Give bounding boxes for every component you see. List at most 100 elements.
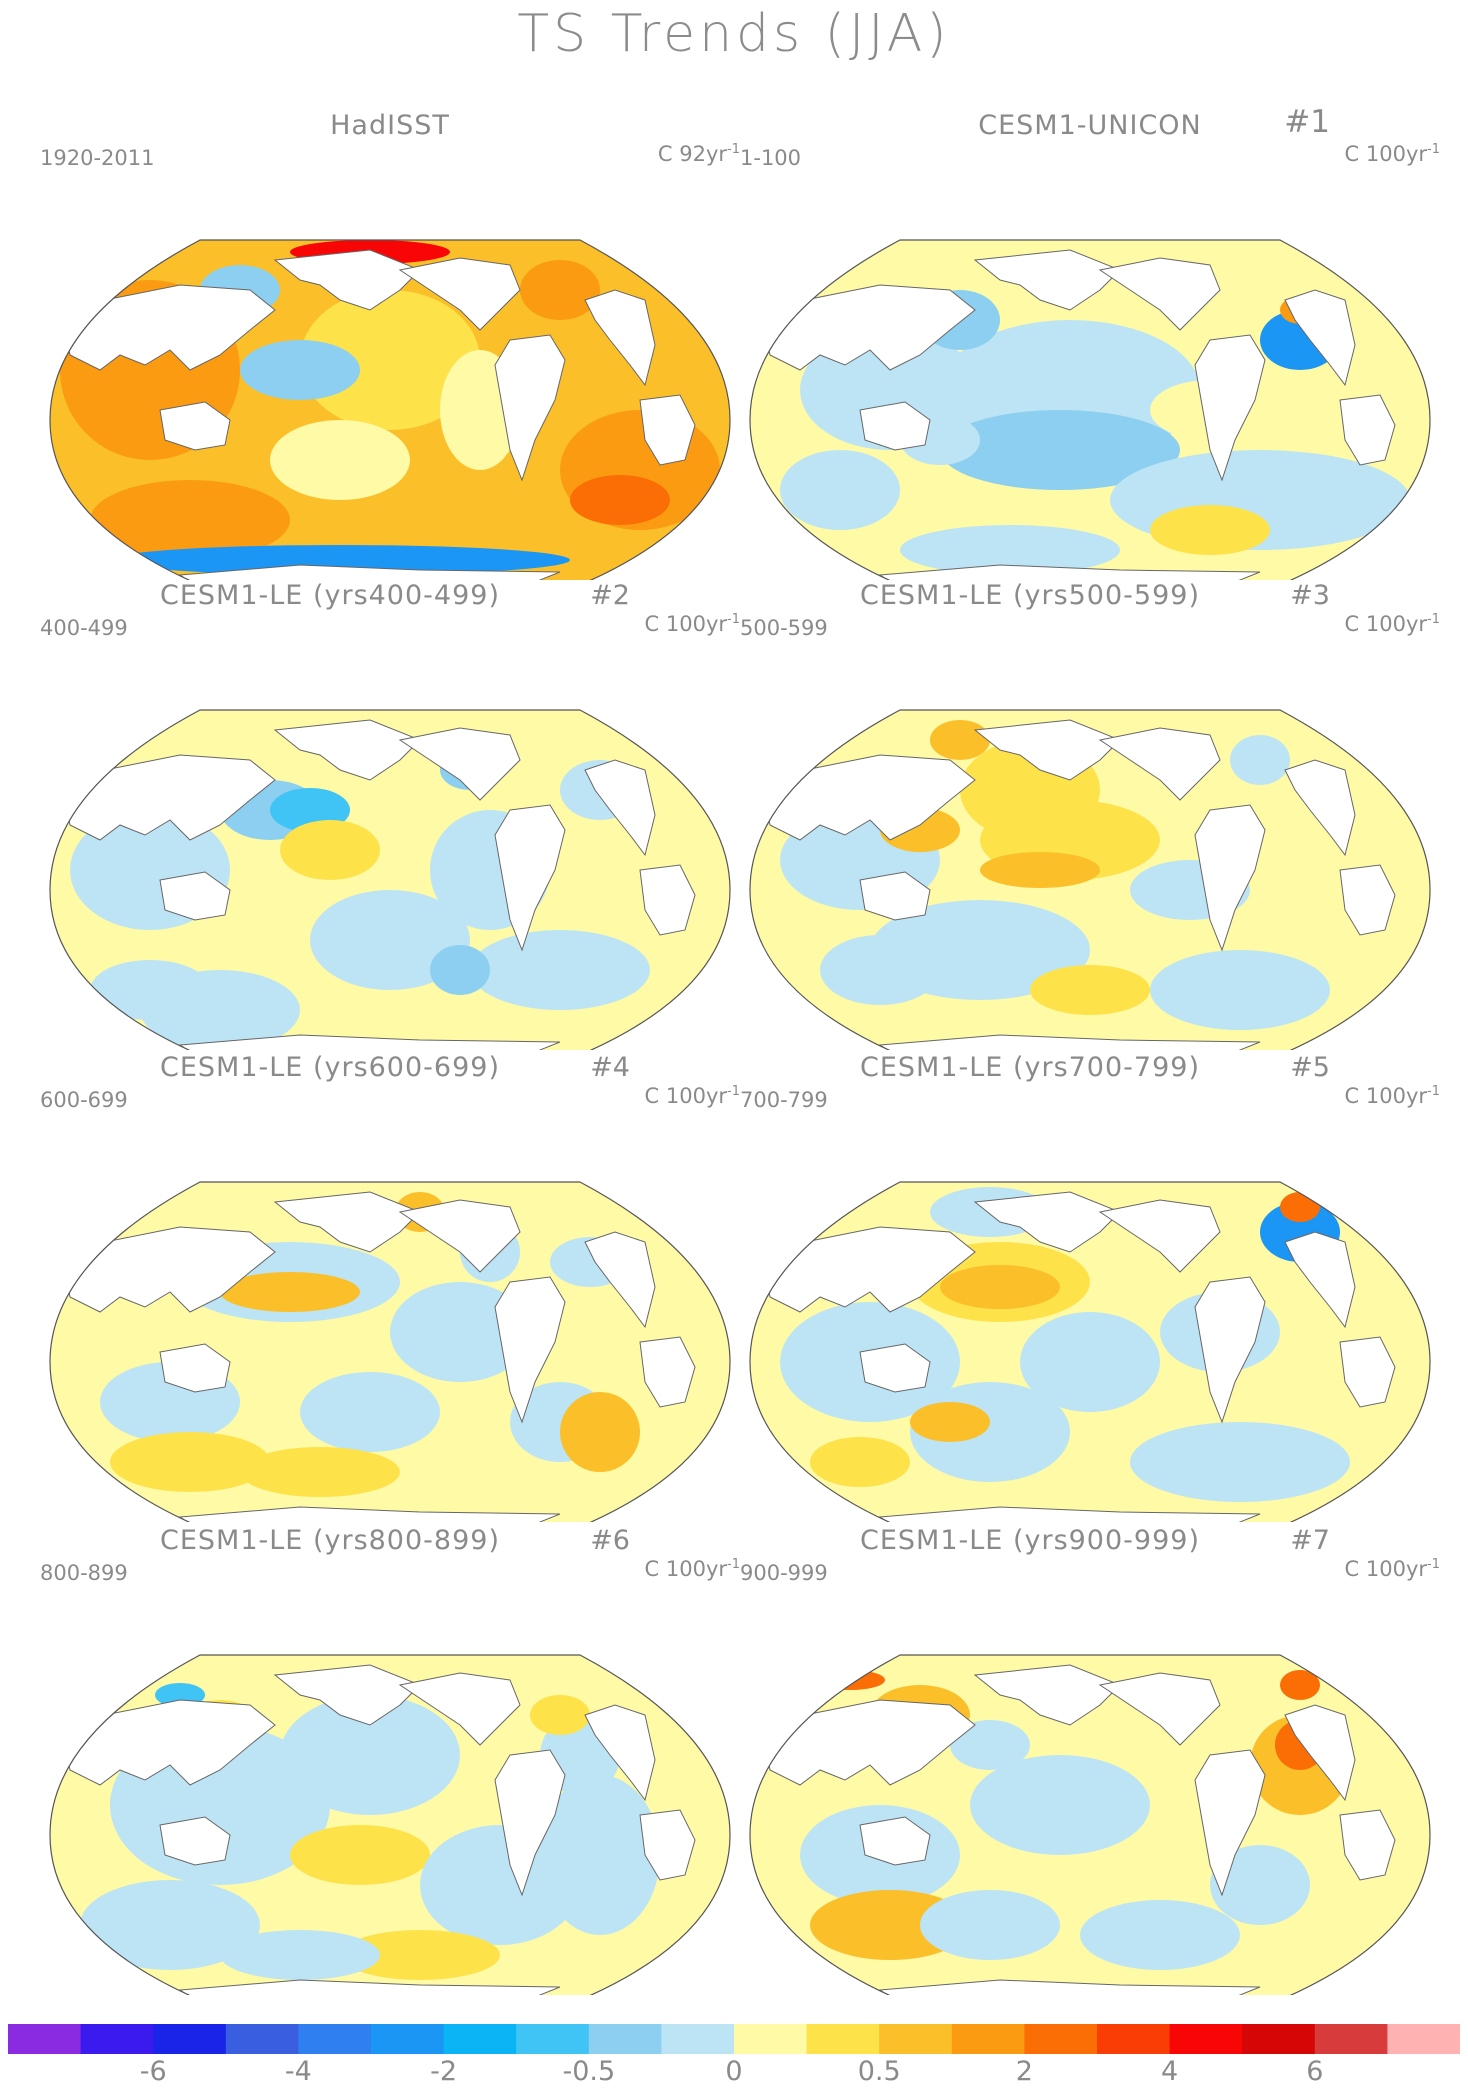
trend-anomaly — [1020, 1312, 1160, 1412]
panel-number: #5 — [1290, 1052, 1330, 1083]
panel-year-range: 1-100 — [740, 146, 802, 170]
colorbar-tick-label: 0 — [725, 2056, 743, 2087]
continent — [1098, 1672, 1221, 1746]
trend-anomaly — [220, 1272, 360, 1312]
robinson-map — [49, 1181, 731, 1522]
colorbar-swatch — [371, 2024, 445, 2054]
trend-anomaly — [1230, 735, 1290, 785]
trend-anomaly — [340, 1930, 500, 1980]
panel-year-range: 1920-2011 — [40, 146, 155, 170]
trend-anomaly — [110, 545, 570, 575]
panel-units: C 100yr-1 — [1344, 1084, 1440, 1108]
colorbar-tick-label: 6 — [1306, 2056, 1324, 2087]
continent — [398, 1672, 521, 1746]
robinson-map — [749, 1654, 1431, 1995]
trend-anomaly — [1280, 1192, 1320, 1222]
continent — [1284, 1704, 1356, 1802]
map-border — [49, 239, 731, 580]
colorbar-tick-label: 4 — [1161, 2056, 1179, 2087]
panel-units: C 100yr-1 — [1344, 612, 1440, 636]
continent — [859, 401, 931, 451]
panel-year-range: 700-799 — [740, 1088, 828, 1112]
colorbar-swatch — [153, 2024, 227, 2054]
trend-anomaly — [950, 1720, 1030, 1770]
continent — [494, 334, 566, 482]
map-border — [49, 1181, 731, 1522]
trend-anomaly — [570, 475, 670, 525]
continent — [1284, 289, 1356, 387]
trend-anomaly — [80, 1880, 260, 1970]
continent — [273, 1664, 421, 1726]
panel-number: #4 — [590, 1052, 630, 1083]
continent — [584, 1704, 656, 1802]
panel-number: #1 — [1284, 104, 1330, 140]
panel-title: CESM1-LE (yrs500-599) — [860, 580, 1200, 611]
continent — [1194, 804, 1266, 952]
trend-anomaly — [540, 1775, 660, 1935]
map-panel: CESM1-LE (yrs400-499) #2 400-499 C 100yr-1 — [40, 580, 740, 1050]
trend-anomaly — [300, 290, 480, 430]
trend-anomaly — [940, 410, 1180, 490]
continent — [1194, 334, 1266, 482]
continent — [178, 564, 561, 580]
trend-anomaly — [270, 420, 410, 500]
panel-units: C 92yr-1 — [657, 142, 740, 166]
panel-title: HadISST — [330, 110, 450, 141]
map-panel: CESM1-LE (yrs900-999) #7 900-999 C 100yr-1 — [740, 1525, 1440, 1995]
map-panel: HadISST 1920-2011 C 92yr-1 — [40, 110, 740, 580]
colorbar-swatch — [1242, 2024, 1316, 2054]
panel-units: C 100yr-1 — [644, 612, 740, 636]
continent — [64, 1699, 276, 1786]
continent — [973, 249, 1121, 311]
continent — [64, 754, 276, 841]
trend-anomaly — [90, 960, 210, 1020]
trend-anomaly — [430, 945, 490, 995]
continent — [1098, 257, 1221, 331]
continent — [584, 759, 656, 857]
colorbar-swatch — [806, 2024, 880, 2054]
trend-anomaly — [520, 260, 600, 320]
continent — [273, 249, 421, 311]
trend-anomaly — [290, 1825, 430, 1885]
robinson-map — [49, 1654, 731, 1995]
colorbar-swatch — [879, 2024, 953, 2054]
map-border — [749, 1654, 1431, 1995]
colorbar-tick-label: 2 — [1015, 2056, 1033, 2087]
trend-anomaly — [280, 1695, 460, 1815]
trend-anomaly — [1130, 1422, 1350, 1502]
colorbar-tick-label: -4 — [284, 2056, 312, 2087]
panel-number: #3 — [1290, 580, 1330, 611]
continent — [1339, 1809, 1396, 1881]
continent — [494, 804, 566, 952]
trend-anomaly — [910, 1402, 990, 1442]
trend-anomaly — [780, 450, 900, 530]
panel-title: CESM1-UNICON — [978, 110, 1202, 141]
continent — [494, 1276, 566, 1424]
continent — [584, 289, 656, 387]
figure-title: TS Trends (JJA) — [517, 4, 951, 64]
trend-anomaly — [980, 852, 1100, 888]
trend-anomaly — [920, 1890, 1060, 1960]
colorbar-swatch — [298, 2024, 372, 2054]
trend-anomaly — [810, 1437, 910, 1487]
trend-anomaly — [300, 1372, 440, 1452]
continent — [494, 1749, 566, 1897]
continent — [764, 754, 976, 841]
continent — [1339, 864, 1396, 936]
panel-year-range: 800-899 — [40, 1561, 128, 1585]
continent — [764, 1699, 976, 1786]
trend-anomaly — [1150, 505, 1270, 555]
continent — [1098, 727, 1221, 801]
trend-anomaly — [280, 820, 380, 880]
continent — [639, 1336, 696, 1408]
robinson-map — [749, 1181, 1431, 1522]
panel-number: #6 — [590, 1525, 630, 1556]
colorbar-swatch — [1169, 2024, 1243, 2054]
continent — [398, 257, 521, 331]
colorbar-tick-label: -2 — [430, 2056, 458, 2087]
colorbar-swatch — [734, 2024, 808, 2054]
colorbar — [8, 2024, 1460, 2054]
colorbar-swatch — [1314, 2024, 1388, 2054]
continent — [584, 1231, 656, 1329]
continent — [878, 564, 1261, 580]
